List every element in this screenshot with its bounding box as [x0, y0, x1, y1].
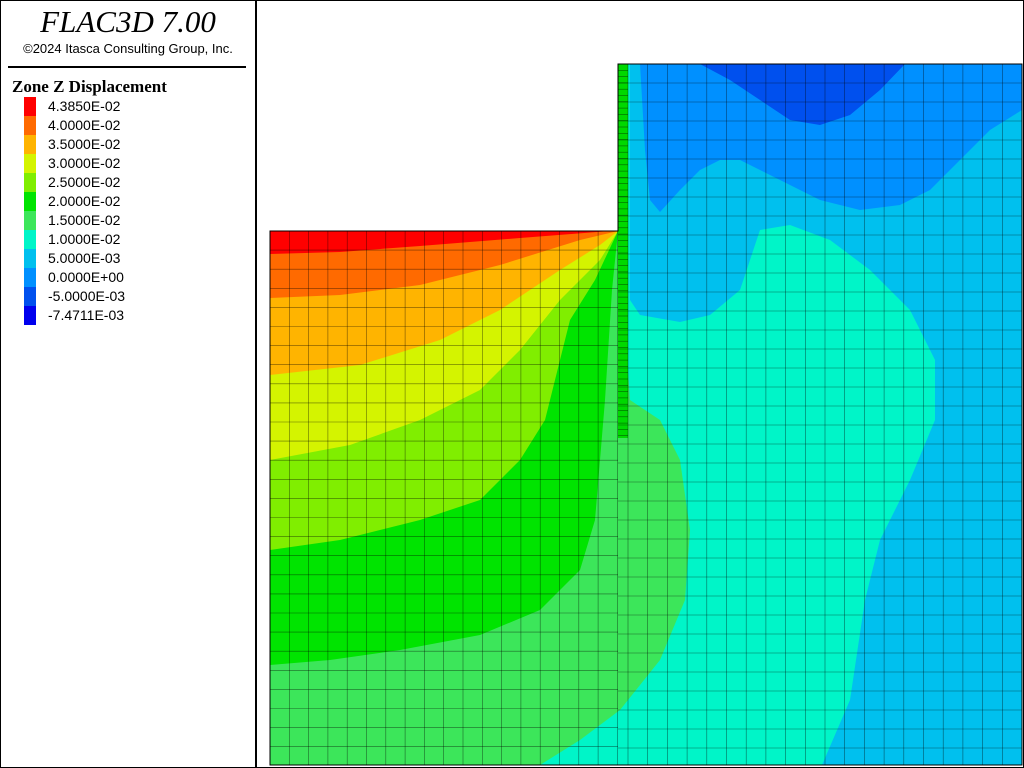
band-fill [270, 231, 610, 254]
legend-label: 3.5000E-02 [48, 136, 121, 152]
wall [618, 64, 628, 438]
mesh [269, 63, 1022, 765]
contour-plot [269, 63, 1023, 766]
legend-label: 1.5000E-02 [48, 212, 121, 228]
legend-swatch [24, 306, 36, 325]
legend-swatch [24, 249, 36, 268]
band-fill [640, 64, 1022, 212]
legend: 4.3850E-02 4.0000E-02 3.5000E-02 3.0000E-02… [24, 97, 125, 325]
legend-swatch [24, 268, 36, 287]
copyright: ©2024 Itasca Consulting Group, Inc. [23, 41, 233, 56]
legend-label: 3.0000E-02 [48, 155, 121, 171]
legend-label: -7.4711E-03 [48, 307, 124, 323]
mesh-outline [269, 63, 1023, 766]
legend-swatch [24, 173, 36, 192]
legend-swatch [24, 211, 36, 230]
legend-label: 4.3850E-02 [48, 98, 121, 114]
legend-swatch [24, 97, 36, 116]
band-fill [700, 64, 905, 125]
legend-swatch [24, 154, 36, 173]
app-title: FLAC3D 7.00 [39, 4, 216, 39]
legend-label: -5.0000E-03 [48, 288, 125, 304]
band-fill [630, 64, 1022, 765]
legend-label: 0.0000E+00 [48, 269, 124, 285]
legend-label: 2.0000E-02 [48, 193, 121, 209]
legend-label: 5.0000E-03 [48, 250, 121, 266]
legend-swatch [24, 192, 36, 211]
legend-swatch [24, 116, 36, 135]
legend-label: 2.5000E-02 [48, 174, 121, 190]
legend-label: 4.0000E-02 [48, 117, 121, 133]
legend-title: Zone Z Displacement [12, 77, 167, 96]
legend-label: 1.0000E-02 [48, 231, 121, 247]
legend-swatch [24, 135, 36, 154]
legend-swatch [24, 230, 36, 249]
legend-swatch [24, 287, 36, 306]
